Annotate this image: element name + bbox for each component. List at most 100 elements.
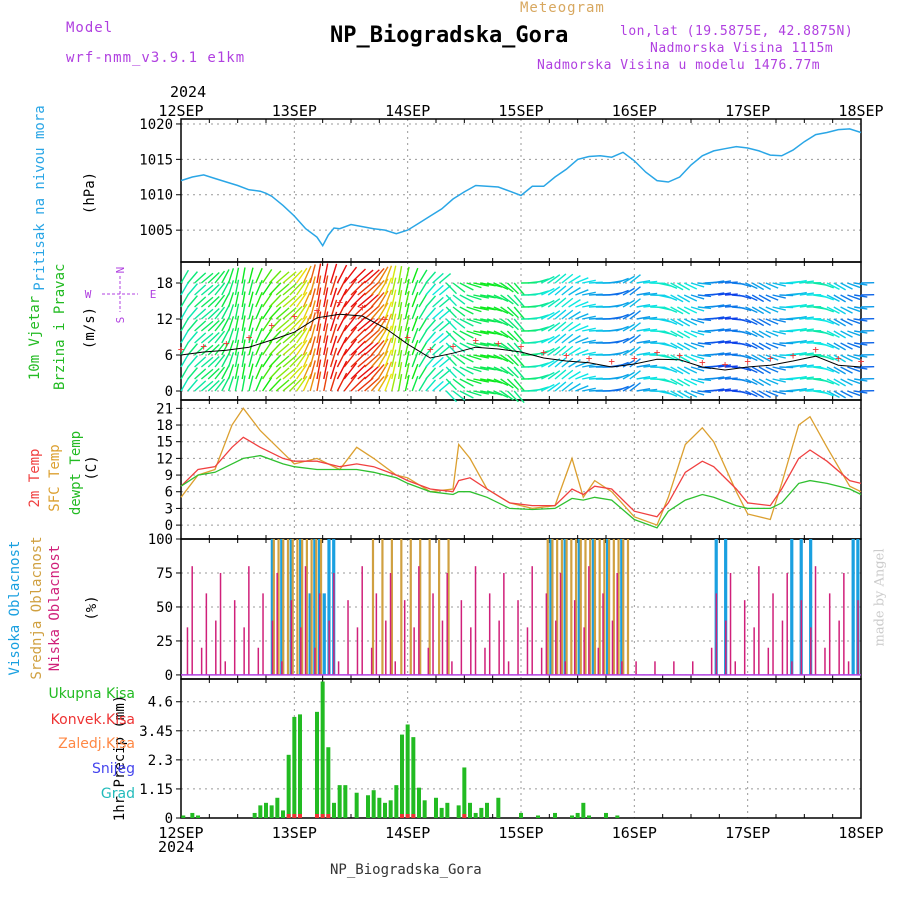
- wind-barb: [561, 285, 574, 296]
- wind-barb: [534, 386, 549, 392]
- wind-barb: [329, 347, 338, 368]
- wind-barb: [241, 363, 246, 380]
- precip-bar: [456, 805, 461, 818]
- wind-barb: [343, 326, 358, 344]
- wind-barb: [289, 293, 303, 308]
- wind-barb: [854, 318, 868, 322]
- high-cloud-bar: [591, 539, 596, 675]
- wind-barb: [241, 315, 246, 332]
- low-cloud-bar: [328, 620, 330, 675]
- wind-barb: [582, 363, 596, 368]
- wind-barb: [302, 301, 312, 320]
- low-cloud-bar: [828, 593, 831, 675]
- precip-bar: [366, 795, 370, 818]
- wind-barb: [840, 318, 853, 326]
- wind-barb: [819, 366, 835, 373]
- low-cloud-bar: [281, 661, 283, 675]
- wind-barb: [724, 389, 738, 392]
- wind-barb: [663, 282, 678, 289]
- low-cloud-bar: [488, 593, 491, 675]
- wind-gust-point: +: [427, 343, 434, 356]
- wind-barb: [391, 313, 397, 332]
- wind-barb: [234, 351, 240, 368]
- wind-barb: [819, 294, 835, 301]
- x-tick-label-top: 17SEP: [725, 102, 770, 120]
- wind-barb: [772, 294, 786, 299]
- wind-barb: [547, 286, 561, 296]
- wind-barb: [534, 326, 549, 332]
- wind-barb: [336, 324, 348, 344]
- mid-cloud-bar: [626, 539, 630, 675]
- mid-cloud-bar: [603, 539, 606, 675]
- wind-barb: [282, 271, 297, 284]
- mid-cloud-bar: [301, 539, 304, 675]
- wind-gust-point: +: [246, 331, 253, 344]
- wind-barb: [677, 318, 691, 327]
- wind-gust-point: +: [631, 352, 638, 365]
- mid-cloud-bar: [272, 539, 275, 675]
- precip-bar: [400, 734, 404, 818]
- low-cloud-bar: [337, 661, 340, 675]
- wind-barb: [329, 323, 338, 344]
- wind-barb: [724, 305, 738, 308]
- wind-barb: [643, 292, 658, 296]
- y-tick-label: 50: [156, 600, 173, 616]
- wind-barb: [214, 342, 226, 356]
- wind-barb: [194, 272, 207, 284]
- convective-bar: [462, 814, 467, 818]
- wind-gust-point: +: [495, 337, 502, 350]
- wind-barb: [425, 319, 437, 332]
- wind-barb: [194, 356, 207, 368]
- wind-barb: [418, 377, 428, 392]
- mid-cloud-bar: [438, 539, 441, 675]
- wind-barb: [282, 295, 297, 308]
- x-tick-label-top: 15SEP: [498, 102, 543, 120]
- wind-barb: [554, 285, 567, 296]
- convective-bar: [405, 814, 410, 818]
- precip-bar: [320, 681, 325, 818]
- wind-barb: [438, 345, 452, 356]
- wind-barb: [200, 380, 214, 392]
- wind-barb: [643, 364, 658, 368]
- mid-cloud-bar: [593, 539, 597, 675]
- wind-barb: [262, 376, 273, 392]
- wind-barb: [547, 382, 561, 392]
- wind-barb: [547, 370, 561, 380]
- x-tick-label-top: 12SEP: [158, 102, 203, 120]
- wind-barb: [316, 323, 322, 344]
- y-tick-label: 12: [156, 451, 173, 467]
- wind-barb: [663, 318, 678, 325]
- wind-barb: [262, 352, 273, 368]
- wind-barb: [799, 376, 814, 380]
- wind-barb: [690, 294, 705, 300]
- wind-barb: [296, 303, 308, 320]
- wind-barb: [452, 366, 466, 377]
- precip-bar: [615, 815, 620, 818]
- meteogram-subtitle: Meteogram: [520, 0, 605, 16]
- wind-barb: [316, 299, 322, 320]
- low-cloud-bar: [389, 572, 392, 675]
- mid-cloud-bar: [319, 539, 323, 675]
- wind-barb: [629, 370, 641, 380]
- wind-barb: [513, 318, 525, 332]
- wind-barb: [751, 378, 765, 387]
- wind-barb: [751, 306, 765, 315]
- wind-barb: [636, 375, 651, 380]
- wind-barb: [316, 371, 322, 392]
- model-label: Model: [66, 20, 114, 36]
- wind-barb: [622, 299, 635, 308]
- wind-barb: [738, 390, 752, 396]
- wind-barb: [187, 295, 198, 308]
- wind-barb: [840, 378, 853, 386]
- wind-barb: [493, 378, 509, 387]
- wind-barb: [214, 318, 226, 332]
- wind-barb: [268, 366, 282, 380]
- wind-barb: [677, 390, 691, 399]
- wind-barb: [207, 332, 220, 344]
- wind-barb: [262, 316, 273, 332]
- wind-barb: [847, 342, 861, 349]
- year-bottom: 2024: [158, 838, 195, 856]
- precip-bar: [264, 802, 268, 818]
- wind-barb: [445, 306, 458, 319]
- wind-barb: [486, 354, 503, 360]
